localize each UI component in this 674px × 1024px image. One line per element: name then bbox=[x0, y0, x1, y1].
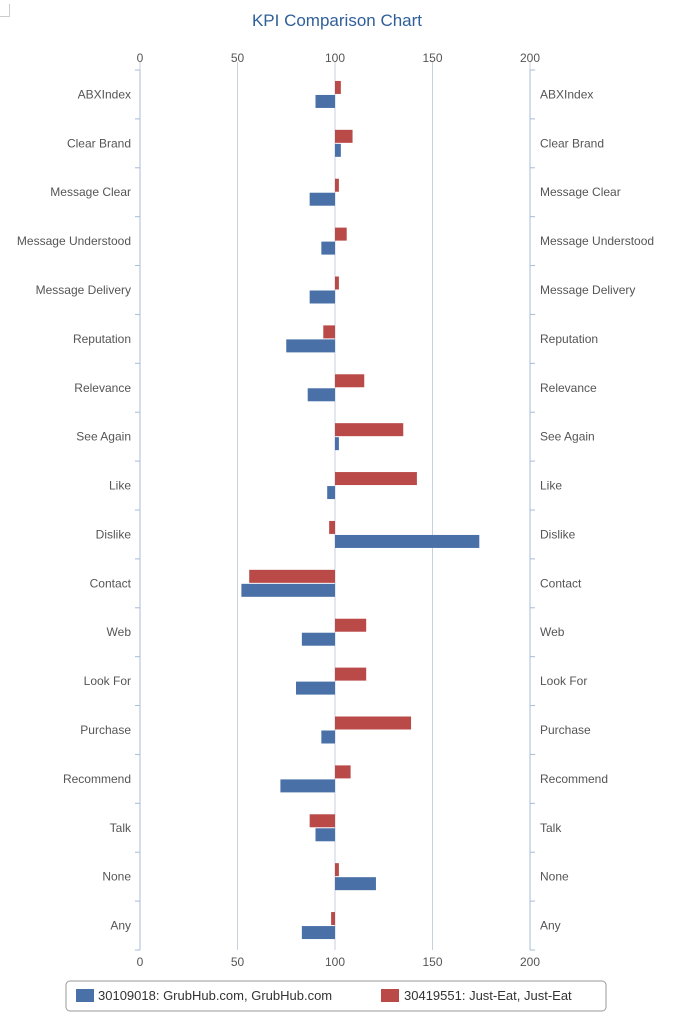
bar-recommend-series-1[interactable] bbox=[335, 765, 351, 779]
axis-layer: 0 0 50 50 100 100 150 150 200 200 bbox=[135, 51, 540, 969]
bar-see-again-series-1[interactable] bbox=[335, 423, 404, 437]
category-label-left-web: Web bbox=[107, 625, 132, 639]
bar-like-series-2[interactable] bbox=[327, 486, 335, 500]
bar-any-series-1[interactable] bbox=[331, 912, 335, 926]
window-corner-frame bbox=[0, 4, 10, 17]
legend-label-series-1[interactable]: 30419551: Just-Eat, Just-Eat bbox=[404, 988, 572, 1003]
category-label-left-none: None bbox=[102, 870, 131, 884]
bar-layer bbox=[241, 80, 480, 940]
category-label-right-like: Like bbox=[540, 479, 562, 493]
bar-reputation-series-1[interactable] bbox=[323, 325, 335, 339]
category-label-right-none: None bbox=[540, 870, 569, 884]
x-tick-label-bottom-150: 150 bbox=[422, 955, 442, 969]
bar-message-delivery-series-2[interactable] bbox=[309, 290, 335, 304]
legend-swatch-series-2[interactable] bbox=[76, 989, 94, 1002]
bar-clear-brand-series-2[interactable] bbox=[335, 143, 341, 157]
category-label-right-relevance: Relevance bbox=[540, 381, 597, 395]
category-label-left-dislike: Dislike bbox=[96, 527, 132, 541]
x-tick-label-top-0: 0 bbox=[137, 51, 144, 65]
bar-talk-series-2[interactable] bbox=[315, 828, 336, 842]
category-label-right-talk: Talk bbox=[540, 821, 562, 835]
bar-web-series-2[interactable] bbox=[301, 632, 335, 646]
bar-contact-series-2[interactable] bbox=[241, 583, 335, 597]
bar-talk-series-1[interactable] bbox=[309, 814, 335, 828]
category-label-right-web: Web bbox=[540, 625, 565, 639]
category-label-left-recommend: Recommend bbox=[63, 772, 131, 786]
category-label-right-message-understood: Message Understood bbox=[540, 234, 654, 248]
x-tick-label-bottom-50: 50 bbox=[231, 955, 245, 969]
x-tick-label-top-100: 100 bbox=[325, 51, 345, 65]
bar-see-again-series-2[interactable] bbox=[335, 437, 339, 451]
category-label-right-recommend: Recommend bbox=[540, 772, 608, 786]
bar-none-series-1[interactable] bbox=[335, 863, 339, 877]
category-label-left-clear-brand: Clear Brand bbox=[67, 136, 131, 150]
bar-web-series-1[interactable] bbox=[335, 618, 367, 632]
bar-message-clear-series-1[interactable] bbox=[335, 178, 339, 192]
category-label-right-reputation: Reputation bbox=[540, 332, 598, 346]
bar-clear-brand-series-1[interactable] bbox=[335, 129, 353, 143]
bar-none-series-2[interactable] bbox=[335, 877, 376, 891]
bar-relevance-series-2[interactable] bbox=[307, 388, 335, 402]
category-label-left-look-for: Look For bbox=[84, 674, 131, 688]
x-tick-label-top-50: 50 bbox=[231, 51, 245, 65]
bar-purchase-series-1[interactable] bbox=[335, 716, 412, 730]
x-tick-label-top-150: 150 bbox=[422, 51, 442, 65]
x-tick-label-bottom-0: 0 bbox=[137, 955, 144, 969]
category-label-right-any: Any bbox=[540, 919, 561, 933]
bar-message-clear-series-2[interactable] bbox=[309, 192, 335, 206]
bar-any-series-2[interactable] bbox=[301, 926, 335, 940]
category-label-right-dislike: Dislike bbox=[540, 527, 576, 541]
bar-like-series-1[interactable] bbox=[335, 472, 417, 486]
x-tick-label-top-200: 200 bbox=[520, 51, 540, 65]
bar-dislike-series-1[interactable] bbox=[329, 520, 335, 534]
bar-purchase-series-2[interactable] bbox=[321, 730, 335, 744]
x-tick-label-bottom-100: 100 bbox=[325, 955, 345, 969]
category-label-right-message-delivery: Message Delivery bbox=[540, 283, 635, 297]
bar-abxindex-series-1[interactable] bbox=[335, 80, 341, 94]
category-label-right-contact: Contact bbox=[540, 576, 582, 590]
bar-relevance-series-1[interactable] bbox=[335, 374, 365, 388]
category-label-left-relevance: Relevance bbox=[74, 381, 131, 395]
bar-message-delivery-series-1[interactable] bbox=[335, 276, 339, 290]
category-label-layer: ABXIndex ABXIndex Clear Brand Clear Brand Me… bbox=[17, 87, 654, 932]
bar-reputation-series-2[interactable] bbox=[286, 339, 335, 353]
bar-contact-series-1[interactable] bbox=[249, 569, 335, 583]
category-label-right-look-for: Look For bbox=[540, 674, 587, 688]
category-label-right-see-again: See Again bbox=[540, 430, 595, 444]
bar-message-understood-series-2[interactable] bbox=[321, 241, 335, 255]
legend: 30109018: GrubHub.com, GrubHub.com 304195… bbox=[65, 980, 607, 1012]
category-label-left-message-understood: Message Understood bbox=[17, 234, 131, 248]
bar-abxindex-series-2[interactable] bbox=[315, 94, 336, 108]
category-label-left-abxindex: ABXIndex bbox=[78, 87, 131, 101]
bar-message-understood-series-1[interactable] bbox=[335, 227, 347, 241]
legend-box bbox=[65, 980, 607, 1012]
category-label-right-message-clear: Message Clear bbox=[540, 185, 621, 199]
bar-look-for-series-1[interactable] bbox=[335, 667, 367, 681]
category-label-left-any: Any bbox=[110, 919, 131, 933]
category-label-left-reputation: Reputation bbox=[73, 332, 131, 346]
category-label-left-message-clear: Message Clear bbox=[50, 185, 131, 199]
category-label-left-like: Like bbox=[109, 479, 131, 493]
category-label-left-talk: Talk bbox=[110, 821, 132, 835]
legend-label-series-2[interactable]: 30109018: GrubHub.com, GrubHub.com bbox=[98, 988, 332, 1003]
chart-title: KPI Comparison Chart bbox=[252, 11, 422, 30]
category-label-left-contact: Contact bbox=[90, 576, 132, 590]
legend-swatch-series-1[interactable] bbox=[381, 989, 399, 1002]
bar-dislike-series-2[interactable] bbox=[335, 534, 480, 548]
x-tick-label-bottom-200: 200 bbox=[520, 955, 540, 969]
category-label-left-purchase: Purchase bbox=[80, 723, 131, 737]
category-label-right-clear-brand: Clear Brand bbox=[540, 136, 604, 150]
bar-recommend-series-2[interactable] bbox=[280, 779, 335, 793]
category-label-right-purchase: Purchase bbox=[540, 723, 591, 737]
category-label-right-abxindex: ABXIndex bbox=[540, 87, 593, 101]
category-label-left-see-again: See Again bbox=[76, 430, 131, 444]
bar-look-for-series-2[interactable] bbox=[296, 681, 335, 695]
category-label-left-message-delivery: Message Delivery bbox=[36, 283, 131, 297]
